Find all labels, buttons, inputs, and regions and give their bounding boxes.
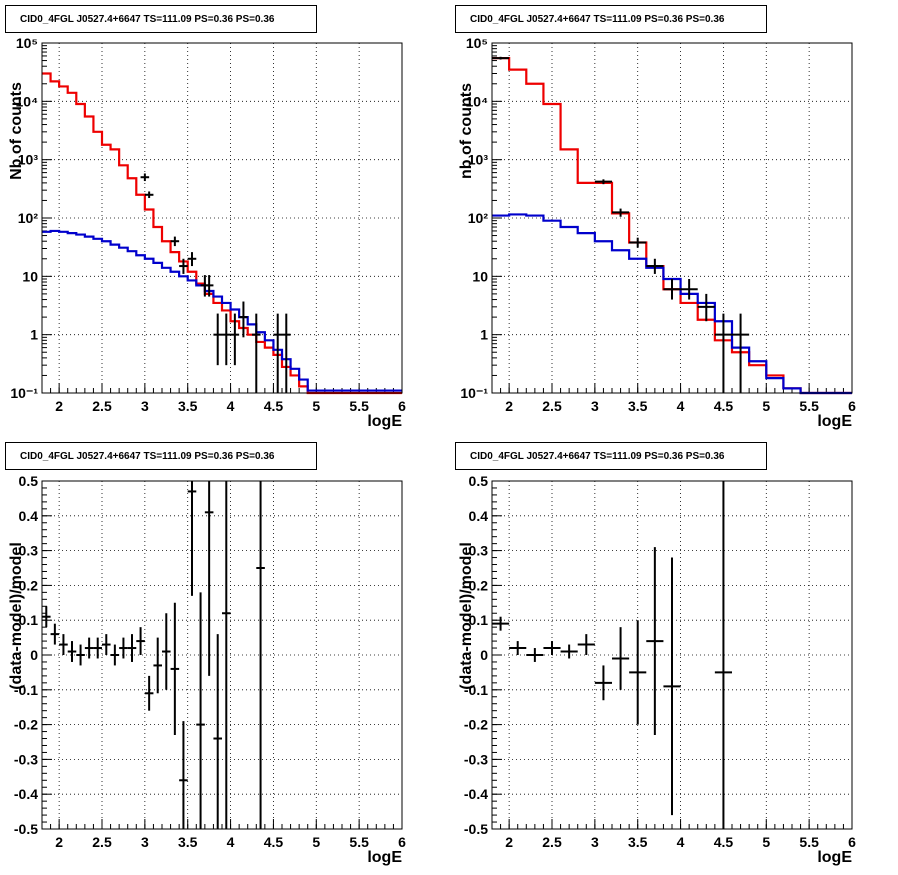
y-tick-label: 0.2 bbox=[19, 577, 39, 593]
x-tick-label: 5 bbox=[312, 398, 320, 414]
y-tick-label: 0.3 bbox=[19, 543, 39, 559]
y-tick-label: -0.1 bbox=[464, 682, 488, 698]
x-tick-label: 3 bbox=[141, 834, 149, 850]
y-tick-label: 0.4 bbox=[469, 508, 489, 524]
x-axis-label: logE bbox=[367, 413, 402, 430]
x-tick-label: 5 bbox=[762, 398, 770, 414]
y-tick-label: -0.4 bbox=[464, 786, 488, 802]
plot-frame bbox=[491, 480, 853, 830]
y-tick-label: -0.5 bbox=[14, 821, 38, 837]
y-tick-label: 10⁴ bbox=[16, 93, 39, 109]
y-tick-label: 1 bbox=[480, 327, 488, 343]
y-tick-label: -0.2 bbox=[14, 717, 38, 733]
x-tick-label: 6 bbox=[848, 834, 856, 850]
y-tick-label: 10³ bbox=[468, 152, 489, 168]
x-tick-label: 4 bbox=[677, 398, 685, 414]
panel-title: CID0_4FGL J0527.4+6647 TS=111.09 PS=0.36… bbox=[455, 5, 767, 33]
x-tick-label: 5.5 bbox=[349, 398, 369, 414]
y-tick-label: 10⁴ bbox=[466, 93, 489, 109]
x-tick-label: 4 bbox=[677, 834, 685, 850]
x-tick-label: 2.5 bbox=[92, 834, 112, 850]
y-tick-label: -0.2 bbox=[464, 717, 488, 733]
y-tick-label: -0.3 bbox=[464, 751, 488, 767]
y-tick-label: 0.5 bbox=[19, 473, 39, 489]
y-tick-label: 0.2 bbox=[469, 577, 489, 593]
background-model-histogram bbox=[492, 213, 852, 395]
x-tick-label: 3 bbox=[591, 398, 599, 414]
panel-title: CID0_4FGL J0527.4+6647 TS=111.09 PS=0.36… bbox=[455, 442, 767, 470]
x-tick-label: 5.5 bbox=[799, 398, 819, 414]
y-tick-label: 10² bbox=[18, 210, 39, 226]
x-tick-label: 2 bbox=[505, 398, 513, 414]
y-axis-label: (data-model)/model bbox=[8, 542, 25, 690]
y-tick-label: 0 bbox=[30, 647, 38, 663]
y-tick-label: -0.3 bbox=[14, 751, 38, 767]
x-tick-label: 4 bbox=[227, 834, 235, 850]
x-tick-label: 4 bbox=[227, 398, 235, 414]
y-tick-label: -0.5 bbox=[464, 821, 488, 837]
chart-panel-1 bbox=[41, 42, 403, 395]
y-tick-label: 1 bbox=[30, 327, 38, 343]
x-tick-label: 3.5 bbox=[178, 834, 198, 850]
y-tick-label: 10³ bbox=[18, 152, 39, 168]
x-tick-label: 4.5 bbox=[264, 834, 284, 850]
total-model-histogram bbox=[492, 57, 852, 395]
background-model-histogram bbox=[42, 229, 402, 392]
y-tick-label: 10⁵ bbox=[466, 35, 488, 51]
x-tick-label: 3.5 bbox=[628, 398, 648, 414]
y-tick-label: 0.1 bbox=[19, 612, 39, 628]
x-tick-label: 2.5 bbox=[542, 834, 562, 850]
total-model-histogram bbox=[42, 72, 402, 395]
y-tick-label: -0.1 bbox=[14, 682, 38, 698]
x-tick-label: 6 bbox=[848, 398, 856, 414]
panel-title: CID0_4FGL J0527.4+6647 TS=111.09 PS=0.36… bbox=[5, 5, 317, 33]
x-tick-label: 3.5 bbox=[628, 834, 648, 850]
x-tick-label: 2 bbox=[55, 834, 63, 850]
chart-panel-3 bbox=[41, 480, 403, 830]
y-tick-label: 10 bbox=[472, 268, 488, 284]
y-axis-label: (data-model)/model bbox=[458, 542, 475, 690]
x-tick-label: 3.5 bbox=[178, 398, 198, 414]
x-tick-label: 4.5 bbox=[264, 398, 284, 414]
y-tick-label: 0.4 bbox=[19, 508, 39, 524]
x-tick-label: 4.5 bbox=[714, 834, 734, 850]
x-tick-label: 2.5 bbox=[542, 398, 562, 414]
y-tick-label: 10 bbox=[22, 268, 38, 284]
x-tick-label: 5.5 bbox=[349, 834, 369, 850]
x-axis-label: logE bbox=[817, 413, 852, 430]
y-tick-label: 10² bbox=[468, 210, 489, 226]
y-tick-label: 0.5 bbox=[469, 473, 489, 489]
x-tick-label: 6 bbox=[398, 398, 406, 414]
x-tick-label: 5.5 bbox=[799, 834, 819, 850]
x-tick-label: 2 bbox=[55, 398, 63, 414]
panel-title: CID0_4FGL J0527.4+6647 TS=111.09 PS=0.36… bbox=[5, 442, 317, 470]
x-tick-label: 2 bbox=[505, 834, 513, 850]
y-tick-label: 0.3 bbox=[469, 543, 489, 559]
y-tick-label: -0.4 bbox=[14, 786, 38, 802]
x-axis-label: logE bbox=[367, 849, 402, 866]
x-tick-label: 6 bbox=[398, 834, 406, 850]
chart-panel-4 bbox=[491, 480, 853, 830]
y-tick-label: 10⁵ bbox=[16, 35, 38, 51]
plot-frame bbox=[491, 42, 853, 394]
y-axis-label: Nb of counts bbox=[8, 82, 25, 180]
y-tick-label: 10⁻¹ bbox=[10, 385, 38, 401]
x-tick-label: 2.5 bbox=[92, 398, 112, 414]
y-axis-label: nb of counts bbox=[458, 83, 475, 179]
x-tick-label: 3 bbox=[141, 398, 149, 414]
x-tick-label: 4.5 bbox=[714, 398, 734, 414]
x-tick-label: 3 bbox=[591, 834, 599, 850]
y-tick-label: 0.1 bbox=[469, 612, 489, 628]
x-tick-label: 5 bbox=[312, 834, 320, 850]
plot-frame bbox=[41, 480, 403, 830]
x-axis-label: logE bbox=[817, 849, 852, 866]
chart-panel-2 bbox=[491, 42, 853, 395]
y-tick-label: 10⁻¹ bbox=[460, 385, 488, 401]
plot-frame bbox=[41, 42, 403, 394]
y-tick-label: 0 bbox=[480, 647, 488, 663]
x-tick-label: 5 bbox=[762, 834, 770, 850]
